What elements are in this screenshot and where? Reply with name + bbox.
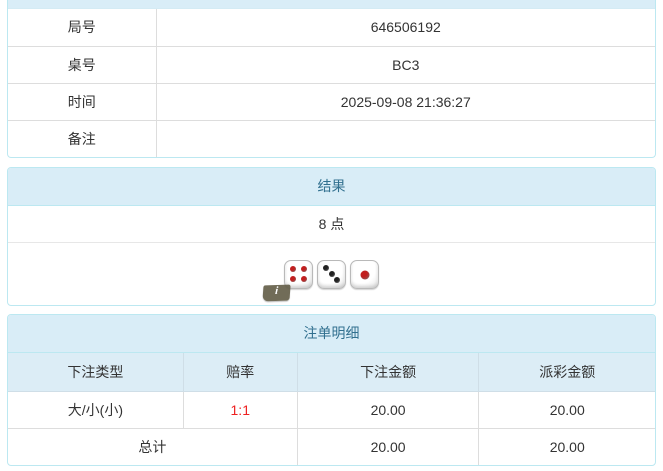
col-header-bet-amount: 下注金额 [296,353,480,392]
time-value: 2025-09-08 21:36:27 [156,83,655,121]
result-points: 8 点 [8,206,655,243]
result-panel-title: 结果 [8,168,655,206]
odds-value: 1:1 [182,390,298,429]
result-panel: 结果 8 点 i [7,167,656,306]
dice-row: i [8,243,655,305]
die-dot [334,277,341,284]
time-label: 时间 [8,83,157,121]
table-row: 时间 2025-09-08 21:36:27 [8,83,655,121]
total-payout-amount: 20.00 [478,427,655,465]
die-dot [300,276,307,283]
die-3 [350,259,379,289]
bet-details-table: 下注类型 赔率 下注金额 派彩金额 大/小(小) 1:1 20.00 20.00… [8,353,655,465]
info-badge-icon[interactable]: i [261,284,291,302]
table-header-row: 下注类型 赔率 下注金额 派彩金额 [8,353,655,392]
bet-type-value: 大/小(小) [8,390,184,429]
bet-details-panel: 注单明细 下注类型 赔率 下注金额 派彩金额 大/小(小) 1:1 20.00 … [7,314,656,466]
total-row: 总计 20.00 20.00 [8,427,655,465]
remark-label: 备注 [8,120,157,157]
game-info-table: 局号 646506192 桌号 BC3 时间 2025-09-08 21:36:… [8,9,655,157]
die-dot [290,276,297,283]
game-info-panel-heading [8,0,655,9]
die-dot [300,265,307,272]
die-dot [290,265,297,272]
round-id-value: 646506192 [156,9,655,47]
game-info-panel: 局号 646506192 桌号 BC3 时间 2025-09-08 21:36:… [7,0,656,158]
table-id-value: BC3 [156,46,655,84]
total-bet-amount: 20.00 [296,427,480,465]
bet-details-panel-title: 注单明细 [8,315,655,353]
die-1 [284,259,313,289]
table-row: 桌号 BC3 [8,46,655,84]
total-label: 总计 [8,427,298,465]
col-header-bet-type: 下注类型 [8,353,184,392]
col-header-odds: 赔率 [182,353,298,392]
round-id-label: 局号 [8,9,157,47]
bet-amount-value: 20.00 [296,390,480,429]
payout-amount-value: 20.00 [478,390,655,429]
col-header-payout-amount: 派彩金额 [478,353,655,392]
table-row: 大/小(小) 1:1 20.00 20.00 [8,390,655,429]
die-2 [317,259,346,289]
die-dot [360,270,369,280]
die-dot [328,271,335,277]
table-id-label: 桌号 [8,46,157,84]
table-row: 局号 646506192 [8,9,655,47]
remark-value [156,120,655,157]
table-row: 备注 [8,120,655,157]
die-dot [322,264,329,271]
